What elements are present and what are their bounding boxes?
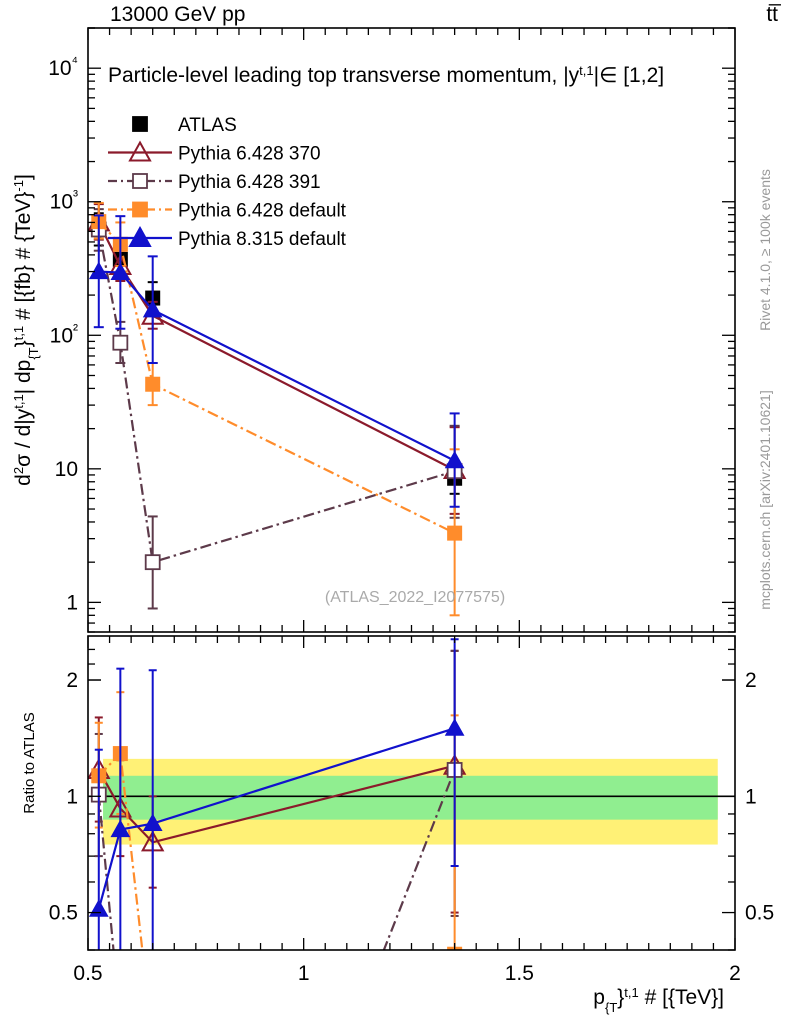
legend-label: Pythia 6.428 370	[178, 144, 321, 165]
legend-entry-pythia-6-428-370[interactable]: Pythia 6.428 370	[108, 140, 321, 165]
legend-label: Pythia 8.315 default	[178, 229, 347, 250]
y-axis-ratio-tick-label-right: 0.5	[745, 902, 774, 925]
y-axis-title-main: d2σ / d|yt,1| dp{T}t,1 # [{fb} # {TeV}-1…	[11, 174, 41, 486]
series-pythia-6-428-370	[88, 203, 467, 515]
ratio-series-line	[97, 727, 455, 910]
data-marker	[88, 261, 109, 280]
data-marker	[113, 1015, 127, 1024]
y-axis-ratio-tick-label-right: 2	[745, 669, 757, 692]
x-axis-tick-label: 2	[729, 962, 741, 985]
rivet-version-caption: Rivet 4.1.0, ≥ 100k events	[757, 169, 773, 331]
data-marker	[145, 376, 161, 392]
y-axis-ratio-tick-label: 2	[66, 669, 78, 692]
x-axis-tick-label: 1.5	[505, 962, 534, 985]
y-axis-ratio-tick-label: 1	[66, 785, 78, 808]
legend-marker-sample	[132, 201, 148, 218]
plot-watermark: (ATLAS_2022_I2077575)	[325, 589, 505, 606]
ratio-series-pythia-6-428-default	[91, 691, 463, 950]
ratio-series-line	[97, 764, 455, 844]
y-axis-tick-label: 10	[55, 458, 78, 481]
data-marker	[144, 554, 161, 571]
data-marker	[444, 450, 465, 469]
y-axis-tick-label: 1	[66, 591, 78, 614]
x-axis-tick-label: 1	[298, 962, 310, 985]
legend-entry-pythia-6-428-391[interactable]: Pythia 6.428 391	[108, 172, 321, 193]
plot-title: Particle-level leading top transverse mo…	[108, 63, 664, 88]
series-pythia-6-428-default	[91, 201, 463, 617]
ratio-uncertainty-band-green	[103, 775, 718, 820]
series-pythia-6-428-391	[90, 208, 463, 610]
data-marker	[110, 262, 131, 281]
legend-marker-sample	[132, 116, 148, 132]
legend-entry-atlas[interactable]: ATLAS	[132, 115, 237, 136]
legend-label: Pythia 6.428 default	[178, 201, 347, 222]
ratio-bands-group	[103, 758, 718, 845]
legend-marker-sample	[128, 140, 152, 162]
series-atlas	[91, 212, 463, 495]
y-axis-ratio-tick-label-right: 1	[745, 785, 757, 808]
main-plot-series-group	[88, 201, 467, 617]
x-axis-title: p{T}t,1 # [{TeV}]	[593, 985, 724, 1015]
y-axis-tick-label: 10⁴	[48, 54, 78, 81]
data-marker	[112, 334, 129, 351]
ratio-series-line	[97, 751, 144, 950]
data-marker	[142, 299, 163, 318]
y-axis-ratio-tick-label: 0.5	[49, 902, 78, 925]
data-marker	[444, 718, 465, 736]
data-marker	[110, 819, 131, 838]
y-axis-tick-label: 10³	[50, 187, 78, 214]
legend-entry-pythia-8-315-default[interactable]: Pythia 8.315 default	[108, 225, 347, 250]
legend-entry-pythia-6-428-default[interactable]: Pythia 6.428 default	[108, 201, 347, 222]
data-marker	[88, 899, 109, 917]
legend-marker-sample	[132, 173, 148, 189]
x-axis-tick-label: 0.5	[73, 962, 102, 985]
series-line	[97, 229, 455, 564]
data-marker	[142, 813, 163, 832]
series-line	[97, 220, 456, 535]
series-line	[98, 270, 456, 462]
legend-marker-sample	[128, 225, 152, 247]
legend-label: Pythia 6.428 391	[178, 172, 321, 193]
ratio-series-line	[97, 769, 456, 950]
y-axis-title-ratio: Ratio to ATLAS	[21, 712, 38, 813]
series-pythia-8-315-default	[88, 214, 465, 508]
legend-label: ATLAS	[178, 115, 237, 136]
mcplots-source-caption: mcplots.cern.ch [arXiv:2401.10621]	[757, 390, 773, 609]
data-marker	[447, 525, 463, 541]
y-axis-tick-label: 10²	[50, 321, 78, 348]
